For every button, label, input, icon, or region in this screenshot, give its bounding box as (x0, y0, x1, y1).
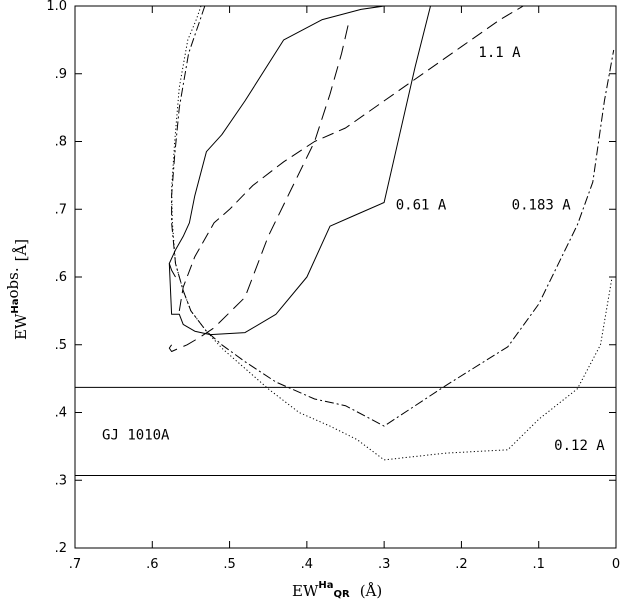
reference-lines (75, 386, 616, 477)
y-axis-unit: [Å] (12, 239, 30, 262)
y-axis-sub: obs. (4, 267, 22, 298)
x-axis-label: EWHaQR (Å) (292, 580, 382, 600)
x-tick-label: 0 (612, 557, 620, 572)
x-tick-label: .4 (301, 557, 313, 572)
x-axis-main: EW (292, 582, 319, 600)
series-line (171, 5, 613, 461)
series-lines (168, 5, 615, 461)
annotations: 1.1 A 0.61 A 0.183 A GJ 1010A 0.12 A (102, 45, 605, 454)
y-axis-title: EWHaobs. [Å] (4, 239, 30, 340)
series-line (168, 5, 431, 336)
y-tick-label: .8 (55, 135, 67, 150)
plot-frame (74, 5, 617, 549)
x-tick-label: .5 (223, 557, 235, 572)
x-axis-sup: Ha (318, 580, 333, 591)
annotation-label: GJ 1010A (102, 428, 170, 444)
y-axis-label: EWHaobs. [Å] (4, 239, 30, 340)
y-tick-label: .2 (55, 541, 67, 556)
annotation-label: 0.183 A (512, 197, 572, 213)
x-axis-title: EWHaQR (Å) (292, 580, 382, 600)
x-tick-label: .6 (146, 557, 158, 572)
x-tick-label: .1 (533, 557, 545, 572)
series-line (168, 19, 350, 352)
y-tick-label: .9 (55, 67, 67, 82)
x-tick-label: .2 (455, 557, 467, 572)
axis-ticks: .7 .6 .5 .4 .3 .2 .1 0 .2 .3 .4 .5 .6 .7 .8 .9 1.0 (46, 0, 620, 572)
annotation-label: 1.1 A (478, 45, 521, 61)
y-tick-label: .5 (55, 338, 67, 353)
x-axis-sub: QR (334, 589, 351, 600)
annotation-label: 0.61 A (396, 197, 447, 213)
annotation-label: 0.12 A (554, 438, 605, 454)
y-axis-sup: Ha (10, 299, 21, 314)
series-line (178, 5, 524, 311)
y-axis-main: EW (12, 313, 30, 340)
y-tick-label: .3 (55, 473, 67, 488)
series-line (171, 5, 615, 427)
x-tick-label: .7 (69, 557, 81, 572)
y-tick-label: .4 (55, 406, 67, 421)
x-axis-unit: (Å) (360, 582, 383, 600)
y-tick-label: .7 (55, 202, 67, 217)
y-tick-label: 1.0 (46, 0, 67, 14)
y-tick-label: .6 (55, 270, 67, 285)
series-line (168, 5, 385, 278)
x-tick-label: .3 (378, 557, 390, 572)
